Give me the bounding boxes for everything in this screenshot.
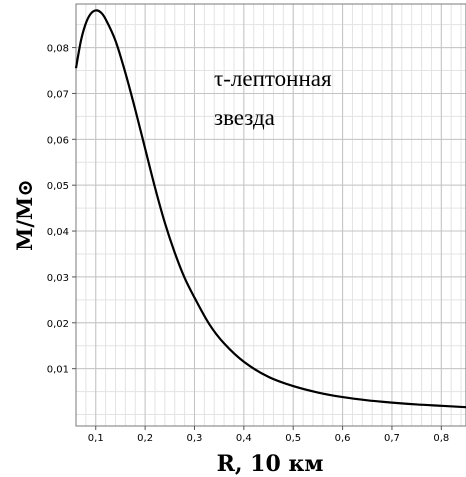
y-tick-label: 0,04 [47, 227, 69, 238]
y-tick-label: 0,06 [47, 135, 69, 146]
y-tick-labels: 0,01 0,02 0,03 0,04 0,05 0,06 0,07 0,08 [47, 44, 69, 376]
axis-ticks [72, 47, 442, 430]
y-axis-label: M/M⊙ [12, 179, 37, 251]
x-tick-label: 0,5 [285, 433, 301, 444]
y-tick-label: 0,07 [47, 89, 69, 100]
x-tick-label: 0,2 [137, 433, 153, 444]
y-tick-label: 0,02 [47, 319, 69, 330]
x-tick-label: 0,8 [433, 433, 449, 444]
series-line [74, 9, 466, 409]
x-tick-label: 0,6 [335, 433, 351, 444]
x-tick-labels: 0,1 0,2 0,3 0,4 0,5 0,6 0,7 0,8 [88, 433, 449, 444]
x-tick-label: 0,7 [384, 433, 400, 444]
y-tick-label: 0,03 [47, 273, 69, 284]
y-tick-label: 0,05 [47, 181, 69, 192]
x-tick-label: 0,4 [236, 433, 252, 444]
annotation-line-1: τ-лептонная [214, 66, 332, 91]
major-grid [76, 4, 466, 426]
x-tick-label: 0,3 [187, 433, 203, 444]
x-tick-label: 0,1 [88, 433, 104, 444]
y-tick-label: 0,08 [47, 44, 69, 55]
plot-frame [75, 3, 466, 427]
annotation-line-2: звезда [214, 105, 275, 130]
x-axis-label: R, 10 км [217, 451, 324, 477]
y-tick-label: 0,01 [47, 365, 69, 376]
